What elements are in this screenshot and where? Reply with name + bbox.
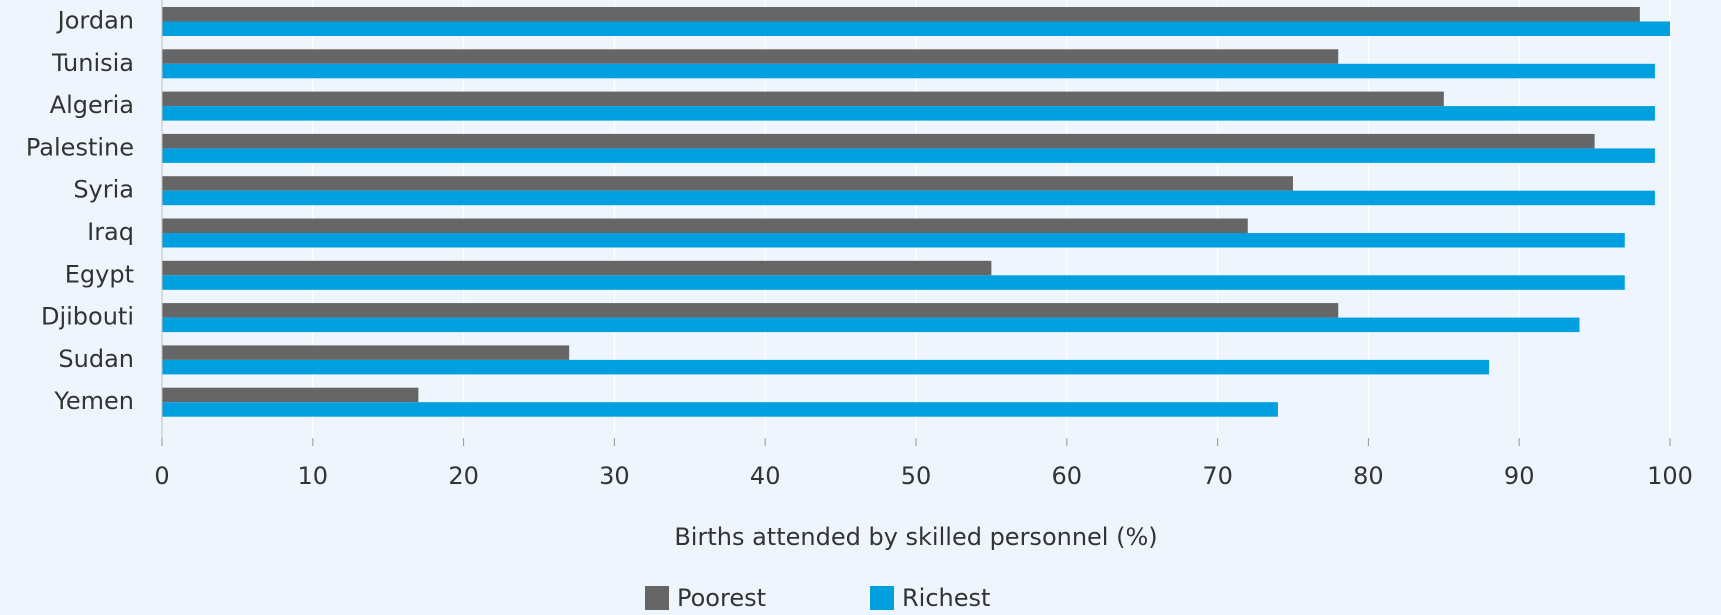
y-tick-label: Tunisia <box>51 49 134 77</box>
bar <box>162 387 419 403</box>
bar <box>162 260 992 276</box>
x-tick-label: 60 <box>1052 462 1083 490</box>
y-tick-label: Algeria <box>50 91 134 119</box>
legend-swatch <box>645 586 669 610</box>
x-tick-label: 70 <box>1202 462 1233 490</box>
legend-swatch <box>870 586 894 610</box>
x-tick-label: 0 <box>154 462 169 490</box>
legend-label: Richest <box>902 584 990 612</box>
y-tick-label: Djibouti <box>41 303 134 331</box>
bar <box>162 275 1625 290</box>
x-tick-label: 20 <box>448 462 479 490</box>
bar <box>162 218 1248 233</box>
x-tick-label: 30 <box>599 462 630 490</box>
bar <box>162 402 1278 417</box>
bar <box>162 91 1444 107</box>
bar <box>162 21 1670 36</box>
bar <box>162 133 1595 149</box>
bar <box>162 148 1655 163</box>
x-tick-label: 100 <box>1647 462 1693 490</box>
bar <box>162 359 1490 375</box>
x-tick-label: 50 <box>901 462 932 490</box>
bar <box>162 190 1655 206</box>
legend-label: Poorest <box>677 584 766 612</box>
y-tick-label: Palestine <box>26 133 134 161</box>
x-tick-label: 90 <box>1504 462 1535 490</box>
bar <box>162 106 1655 121</box>
bar <box>162 49 1339 64</box>
y-tick-label: Jordan <box>56 7 134 35</box>
y-tick-label: Iraq <box>87 218 134 246</box>
x-tick-label: 80 <box>1353 462 1384 490</box>
bar <box>162 176 1293 191</box>
bar <box>162 303 1339 318</box>
bar <box>162 7 1640 22</box>
bar <box>162 233 1625 248</box>
bar <box>162 345 570 360</box>
bar <box>162 63 1655 79</box>
y-tick-label: Yemen <box>53 387 134 415</box>
x-tick-label: 10 <box>298 462 329 490</box>
bar <box>162 317 1580 333</box>
x-axis-label: Births attended by skilled personnel (%) <box>674 523 1157 551</box>
y-tick-label: Egypt <box>65 260 134 288</box>
x-tick-label: 40 <box>750 462 781 490</box>
y-tick-label: Sudan <box>58 345 134 373</box>
y-tick-label: Syria <box>73 176 134 204</box>
